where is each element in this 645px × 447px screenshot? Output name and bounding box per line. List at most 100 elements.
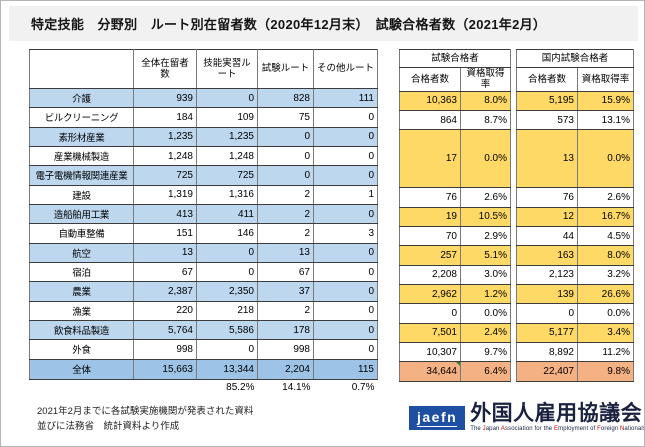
exam-total-cell: 22,407 xyxy=(516,361,578,383)
residents-table-row: 電子電機情報関連産業 725 725 0 0 xyxy=(29,165,378,186)
resident-count-cell: 0 xyxy=(313,242,378,263)
exam-table-row: 2,208 3.0% 2,123 3.2% xyxy=(399,264,634,286)
exam-table-row: 76 2.6% 76 2.6% xyxy=(399,187,634,208)
exam-table-row xyxy=(399,168,634,189)
column-gap xyxy=(510,303,517,324)
exam-value-cell: 8.7% xyxy=(460,110,511,131)
route-share-cell: 14.1% xyxy=(257,379,314,397)
exam-value-cell xyxy=(460,129,511,150)
resident-count-cell: 1 xyxy=(313,184,378,205)
resident-count-cell: 2 xyxy=(257,184,314,205)
exam-value-cell: 13.1% xyxy=(577,110,634,131)
source-note-line2: 並びに法務省 統計資料より作成 xyxy=(37,420,180,432)
exam-value-cell: 16.7% xyxy=(577,206,634,228)
resident-count-cell: 2,387 xyxy=(133,281,197,302)
resident-count-cell: 0 xyxy=(313,165,378,186)
resident-count-cell: 184 xyxy=(133,107,197,128)
resident-count-cell: 2 xyxy=(257,300,314,321)
resident-count-cell: 178 xyxy=(257,319,314,341)
column-header: 試験ルート xyxy=(257,49,314,89)
exam-table-row: 10,363 8.0% 5,195 15.9% xyxy=(399,90,634,112)
route-share-cell: 0.7% xyxy=(313,379,378,397)
resident-count-cell: 0 xyxy=(313,126,378,147)
exam-table: 試験合格者 国内試験合格者 合格者数 資格取得率 合格者数 資格取得率 10,3… xyxy=(399,49,634,383)
resident-count-cell: 3 xyxy=(313,223,378,244)
exam-total-row: 34,644 6.4% 22,407 9.8% xyxy=(399,361,634,383)
exam-value-cell: 3.4% xyxy=(577,322,634,344)
exam-value-cell: 76 xyxy=(399,187,461,208)
resident-count-cell: 0 xyxy=(196,339,258,360)
residents-total-row: 全体 15,663 13,344 2,204 115 xyxy=(29,358,378,380)
resident-count-cell: 939 xyxy=(133,87,197,109)
industry-label: 造船舶用工業 xyxy=(29,203,134,225)
column-gap xyxy=(510,91,517,111)
industry-label: 素形材産業 xyxy=(29,126,134,147)
industry-label: 自動車整備 xyxy=(29,223,134,244)
exam-value-cell: 0.0% xyxy=(460,149,511,169)
column-gap xyxy=(510,323,517,343)
tagline-initial: A xyxy=(500,426,506,433)
exam-value-cell: 2.4% xyxy=(460,322,511,344)
exam-value-cell: 864 xyxy=(399,110,461,131)
resident-count-cell: 1,235 xyxy=(133,126,197,147)
residents-table-row: 介護 939 0 828 111 xyxy=(29,87,378,109)
industry-label: 建設 xyxy=(29,184,134,205)
resident-count-cell: 725 xyxy=(196,165,258,186)
exam-value-cell: 2,123 xyxy=(516,264,578,286)
tagline-initial: F xyxy=(597,426,601,433)
exam-value-cell: 0.0% xyxy=(577,303,634,324)
residents-header-row: 全体在留者数 技能実習ルート 試験ルート その他ルート xyxy=(29,49,378,89)
resident-count-cell: 411 xyxy=(196,203,258,225)
residents-table-row: 農業 2,387 2,350 37 0 xyxy=(29,281,378,302)
jaefn-logo-mark: jaefn xyxy=(409,406,466,430)
resident-count-cell: 2 xyxy=(257,203,314,225)
source-note-line1: 2021年2月までに各試験実施機関が発表された資料 xyxy=(37,406,254,417)
exam-value-cell: 11.2% xyxy=(577,342,634,363)
resident-count-cell: 828 xyxy=(257,87,314,109)
exam-table-row: 864 8.7% 573 13.1% xyxy=(399,110,634,131)
exam-value-cell: 8.0% xyxy=(460,90,511,112)
exam-value-cell xyxy=(516,129,578,150)
residents-table-row: 建設 1,319 1,316 2 1 xyxy=(29,184,378,205)
industry-label: 介護 xyxy=(29,87,134,109)
exam-value-cell: 8.0% xyxy=(577,245,634,266)
logo-text-block: 外国人雇用協議会 The Japan Association for the E… xyxy=(470,402,644,433)
industry-label: ビルクリーニング xyxy=(29,107,134,128)
resident-count-cell: 13 xyxy=(257,242,314,263)
column-gap xyxy=(510,284,517,304)
resident-count-cell: 0 xyxy=(257,126,314,147)
exam-value-cell: 15.9% xyxy=(577,90,634,112)
exam-value-cell: 3.2% xyxy=(577,264,634,286)
exam-value-cell: 139 xyxy=(516,284,578,305)
exam-value-cell: 13 xyxy=(516,149,578,169)
exam-value-cell: 0 xyxy=(399,303,461,324)
resident-count-cell: 5,764 xyxy=(133,319,197,341)
exam-table-row: 19 10.5% 12 16.7% xyxy=(399,206,634,228)
group-header: 試験合格者 xyxy=(399,49,511,68)
group-header: 国内試験合格者 xyxy=(516,49,634,68)
column-header: 全体在留者数 xyxy=(133,49,197,89)
industry-label: 航空 xyxy=(29,242,134,263)
column-gap xyxy=(510,361,517,382)
industry-label: 飲食料品製造 xyxy=(29,319,134,341)
resident-count-cell: 2,350 xyxy=(196,281,258,302)
column-gap xyxy=(510,226,517,246)
resident-count-cell: 0 xyxy=(313,281,378,302)
exam-subheader-row: 合格者数 資格取得率 合格者数 資格取得率 xyxy=(399,67,634,92)
industry-label: 外食 xyxy=(29,339,134,360)
exam-value-cell: 10,307 xyxy=(399,342,461,363)
exam-value-cell: 1.2% xyxy=(460,284,511,305)
residents-table-row: ビルクリーニング 184 109 75 0 xyxy=(29,107,378,128)
resident-count-cell: 0 xyxy=(313,145,378,167)
exam-value-cell xyxy=(577,168,634,189)
resident-count-cell: 1,248 xyxy=(196,145,258,167)
residents-table: 全体在留者数 技能実習ルート 試験ルート その他ルート 介護 939 0 828 111… xyxy=(29,49,378,397)
exam-value-cell xyxy=(516,168,578,189)
exam-value-cell: 76 xyxy=(516,187,578,208)
industry-label: 漁業 xyxy=(29,300,134,321)
exam-value-cell xyxy=(399,168,461,189)
exam-value-cell: 2.9% xyxy=(460,226,511,247)
resident-count-cell: 1,316 xyxy=(196,184,258,205)
exam-table-row: 70 2.9% 44 4.5% xyxy=(399,226,634,247)
